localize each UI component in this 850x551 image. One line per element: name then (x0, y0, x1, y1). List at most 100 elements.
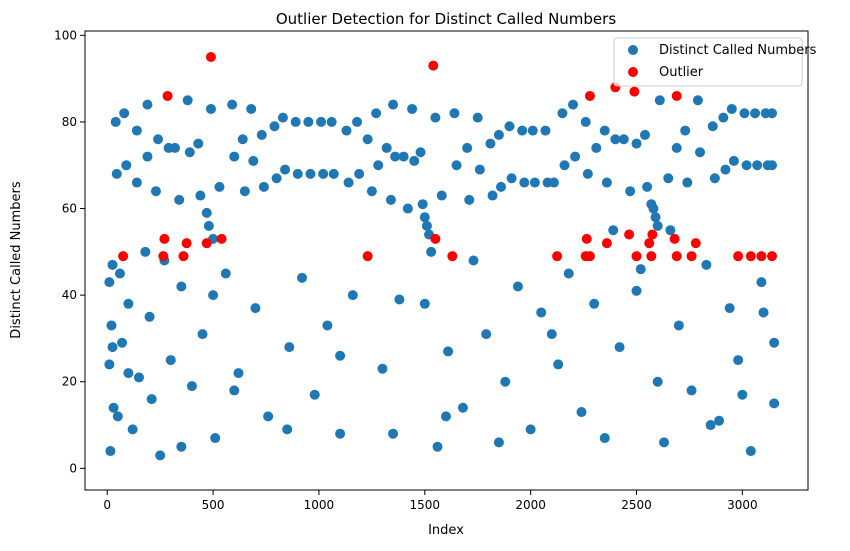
data-point (481, 329, 492, 340)
data-point (343, 177, 354, 188)
x-tick-label: 1500 (410, 498, 441, 512)
x-tick-label: 2500 (621, 498, 652, 512)
data-point (553, 359, 564, 370)
data-point (496, 181, 507, 192)
series-distinct-called-numbers (104, 95, 780, 461)
outlier-point (601, 238, 612, 249)
outlier-point (201, 238, 212, 249)
data-point (239, 186, 250, 197)
data-point (728, 155, 739, 166)
data-point (123, 298, 134, 309)
data-point (127, 424, 138, 435)
outlier-point (690, 238, 701, 249)
data-point (726, 103, 737, 114)
data-point (176, 281, 187, 292)
data-point (114, 268, 125, 279)
data-point (309, 389, 320, 400)
y-tick-label: 20 (62, 375, 77, 389)
data-point (440, 411, 451, 422)
data-point (563, 268, 574, 279)
data-point (197, 329, 208, 340)
data-point (256, 129, 267, 140)
outlier-point (671, 90, 682, 101)
data-point (146, 394, 157, 405)
data-point (142, 99, 153, 110)
data-point (398, 151, 409, 162)
outlier-point (118, 251, 129, 262)
data-point (277, 112, 288, 123)
data-point (692, 95, 703, 106)
data-point (201, 207, 212, 218)
data-point (390, 151, 401, 162)
data-point (485, 138, 496, 149)
data-point (525, 424, 536, 435)
data-point (631, 138, 642, 149)
data-point (284, 342, 295, 353)
data-point (733, 355, 744, 366)
outlier-point (671, 251, 682, 262)
data-point (176, 441, 187, 452)
data-point (576, 407, 587, 418)
data-point (671, 142, 682, 153)
data-point (237, 134, 248, 145)
x-axis: 0 500 1000 1500 2000 2500 3000 (103, 490, 758, 512)
data-point (373, 160, 384, 171)
data-point (758, 307, 769, 318)
data-point (673, 320, 684, 331)
y-axis-label: Distinct Called Numbers (9, 181, 24, 339)
outlier-point (767, 251, 778, 262)
data-point (220, 268, 231, 279)
outlier-point (756, 251, 767, 262)
data-point (165, 355, 176, 366)
data-point (305, 168, 316, 179)
data-point (377, 363, 388, 374)
data-point (500, 376, 511, 387)
data-point (144, 311, 155, 322)
data-point (745, 446, 756, 457)
data-point (767, 160, 778, 171)
data-point (589, 298, 600, 309)
data-point (752, 160, 763, 171)
data-point (724, 303, 735, 314)
legend-marker-distinct-called-numbers (628, 45, 638, 55)
outlier-point (428, 60, 439, 71)
data-point (686, 385, 697, 396)
series-outlier (118, 51, 778, 262)
data-point (540, 125, 551, 136)
data-point (107, 342, 118, 353)
x-tick-label: 1000 (304, 498, 335, 512)
data-point (767, 108, 778, 119)
data-point (614, 342, 625, 353)
data-point (665, 225, 676, 236)
data-point (468, 255, 479, 266)
outlier-point (158, 251, 169, 262)
data-point (659, 437, 670, 448)
data-point (720, 164, 731, 175)
data-point (297, 272, 308, 283)
data-point (208, 290, 219, 301)
data-point (186, 381, 197, 392)
outlier-point (181, 238, 192, 249)
data-point (599, 433, 610, 444)
data-point (631, 285, 642, 296)
data-point (426, 246, 437, 257)
data-point (610, 134, 621, 145)
data-point (650, 212, 661, 223)
data-point (292, 168, 303, 179)
x-tick-label: 500 (202, 498, 225, 512)
y-tick-label: 60 (62, 202, 77, 216)
data-point (229, 151, 240, 162)
data-point (182, 95, 193, 106)
data-point (112, 411, 123, 422)
data-point (695, 147, 706, 158)
data-point (642, 181, 653, 192)
data-point (591, 142, 602, 153)
outlier-point (733, 251, 744, 262)
outlier-point (644, 238, 655, 249)
outlier-point (159, 233, 170, 244)
data-point (133, 372, 144, 383)
data-point (248, 155, 259, 166)
data-point (258, 181, 269, 192)
outlier-point (624, 229, 635, 240)
plot-area-frame (84, 30, 809, 491)
